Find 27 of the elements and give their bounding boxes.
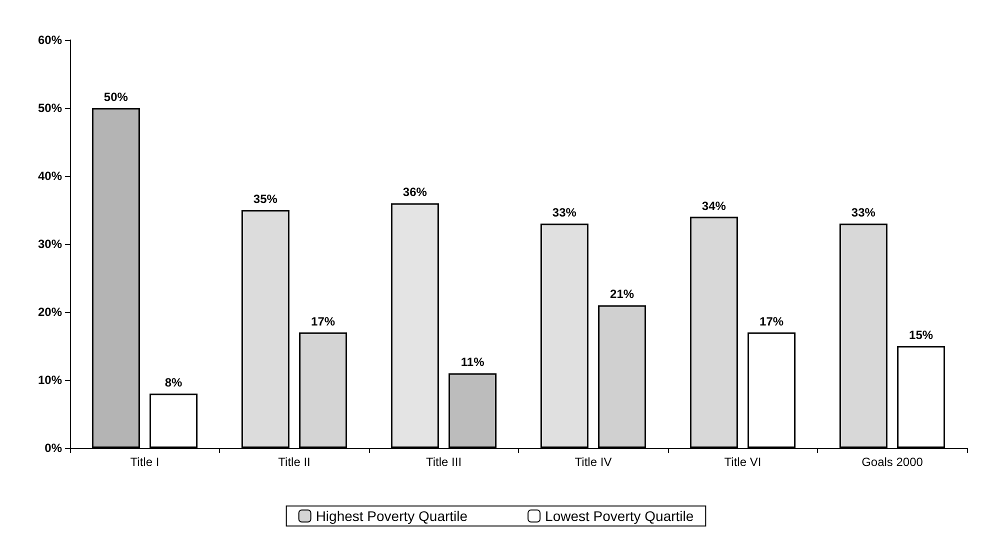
- x-tick-label: Title III: [426, 455, 462, 469]
- data-label: 8%: [164, 376, 183, 390]
- x-tick-label: Goals 2000: [862, 455, 924, 469]
- y-tick-label: 0%: [44, 441, 62, 455]
- data-label: 35%: [253, 192, 278, 206]
- x-tick-label: Title I: [130, 455, 160, 469]
- data-label: 33%: [552, 206, 577, 220]
- data-label: 34%: [702, 198, 726, 213]
- data-label: 17%: [311, 314, 336, 328]
- x-tick-label: Title IV: [574, 455, 612, 469]
- x-tick-label: Title II: [278, 455, 310, 469]
- y-tick-label: 10%: [38, 373, 62, 387]
- data-label: 17%: [760, 314, 784, 328]
- x-tick-label: Title VI: [724, 455, 762, 469]
- data-label: 33%: [851, 206, 876, 220]
- data-label: 36%: [402, 185, 428, 200]
- y-tick-label: 30%: [38, 237, 62, 251]
- y-tick-label: 20%: [38, 305, 62, 319]
- data-label: 21%: [610, 287, 634, 302]
- y-tick-label: 40%: [38, 169, 62, 183]
- legend-label: Highest Poverty Quartile: [316, 508, 468, 524]
- data-label: 11%: [460, 355, 485, 370]
- y-tick-label: 60%: [38, 33, 62, 47]
- data-label: 15%: [909, 328, 934, 342]
- y-tick-label: 50%: [38, 101, 62, 115]
- legend-label: Lowest Poverty Quartile: [545, 508, 694, 524]
- data-label: 50%: [104, 90, 128, 104]
